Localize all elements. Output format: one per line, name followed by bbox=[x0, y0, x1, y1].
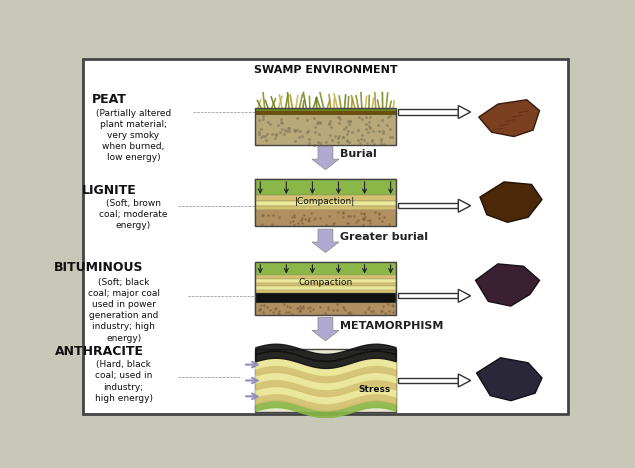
FancyBboxPatch shape bbox=[255, 303, 396, 315]
Polygon shape bbox=[312, 146, 339, 170]
FancyBboxPatch shape bbox=[255, 179, 396, 195]
FancyBboxPatch shape bbox=[255, 262, 396, 275]
Text: Greater burial: Greater burial bbox=[340, 232, 428, 242]
FancyBboxPatch shape bbox=[255, 210, 396, 227]
FancyBboxPatch shape bbox=[83, 59, 568, 414]
FancyBboxPatch shape bbox=[255, 290, 396, 293]
Text: BITUMINOUS: BITUMINOUS bbox=[55, 261, 144, 274]
FancyBboxPatch shape bbox=[255, 275, 396, 279]
FancyBboxPatch shape bbox=[255, 108, 396, 110]
FancyBboxPatch shape bbox=[398, 110, 458, 115]
Text: Burial: Burial bbox=[340, 149, 377, 160]
Polygon shape bbox=[476, 358, 542, 401]
Text: METAMORPHISM: METAMORPHISM bbox=[340, 321, 444, 330]
Text: (Partially altered
plant material;
very smoky
when burned,
low energy): (Partially altered plant material; very … bbox=[96, 109, 171, 162]
FancyBboxPatch shape bbox=[398, 293, 458, 299]
Text: SWAMP ENVIRONMENT: SWAMP ENVIRONMENT bbox=[253, 65, 398, 75]
FancyBboxPatch shape bbox=[255, 349, 396, 412]
FancyBboxPatch shape bbox=[255, 205, 396, 210]
Text: ANTHRACITE: ANTHRACITE bbox=[55, 345, 144, 358]
FancyBboxPatch shape bbox=[255, 293, 396, 303]
FancyBboxPatch shape bbox=[255, 195, 396, 201]
Polygon shape bbox=[458, 105, 471, 118]
Polygon shape bbox=[458, 289, 471, 302]
Text: Stress: Stress bbox=[358, 386, 391, 395]
Polygon shape bbox=[312, 317, 339, 341]
Polygon shape bbox=[480, 182, 542, 222]
FancyBboxPatch shape bbox=[255, 279, 396, 283]
Text: (Soft, brown
coal; moderate
energy): (Soft, brown coal; moderate energy) bbox=[99, 199, 168, 230]
Polygon shape bbox=[476, 264, 540, 306]
Text: LIGNITE: LIGNITE bbox=[81, 184, 137, 197]
Text: |Compaction|: |Compaction| bbox=[295, 197, 356, 205]
Text: (Soft; black
coal; major coal
used in power
generation and
industry; high
energy: (Soft; black coal; major coal used in po… bbox=[88, 278, 159, 343]
FancyBboxPatch shape bbox=[255, 113, 396, 145]
Text: PEAT: PEAT bbox=[91, 93, 126, 106]
Text: (Hard, black
coal; used in
industry;
high energy): (Hard, black coal; used in industry; hig… bbox=[95, 360, 152, 402]
FancyBboxPatch shape bbox=[255, 110, 396, 115]
Polygon shape bbox=[312, 229, 339, 253]
FancyBboxPatch shape bbox=[255, 283, 396, 286]
Polygon shape bbox=[458, 199, 471, 212]
FancyBboxPatch shape bbox=[398, 203, 458, 208]
FancyBboxPatch shape bbox=[398, 378, 458, 383]
Polygon shape bbox=[479, 100, 540, 137]
Polygon shape bbox=[458, 374, 471, 387]
FancyBboxPatch shape bbox=[255, 201, 396, 205]
FancyBboxPatch shape bbox=[255, 286, 396, 290]
Text: Compaction: Compaction bbox=[298, 278, 352, 286]
